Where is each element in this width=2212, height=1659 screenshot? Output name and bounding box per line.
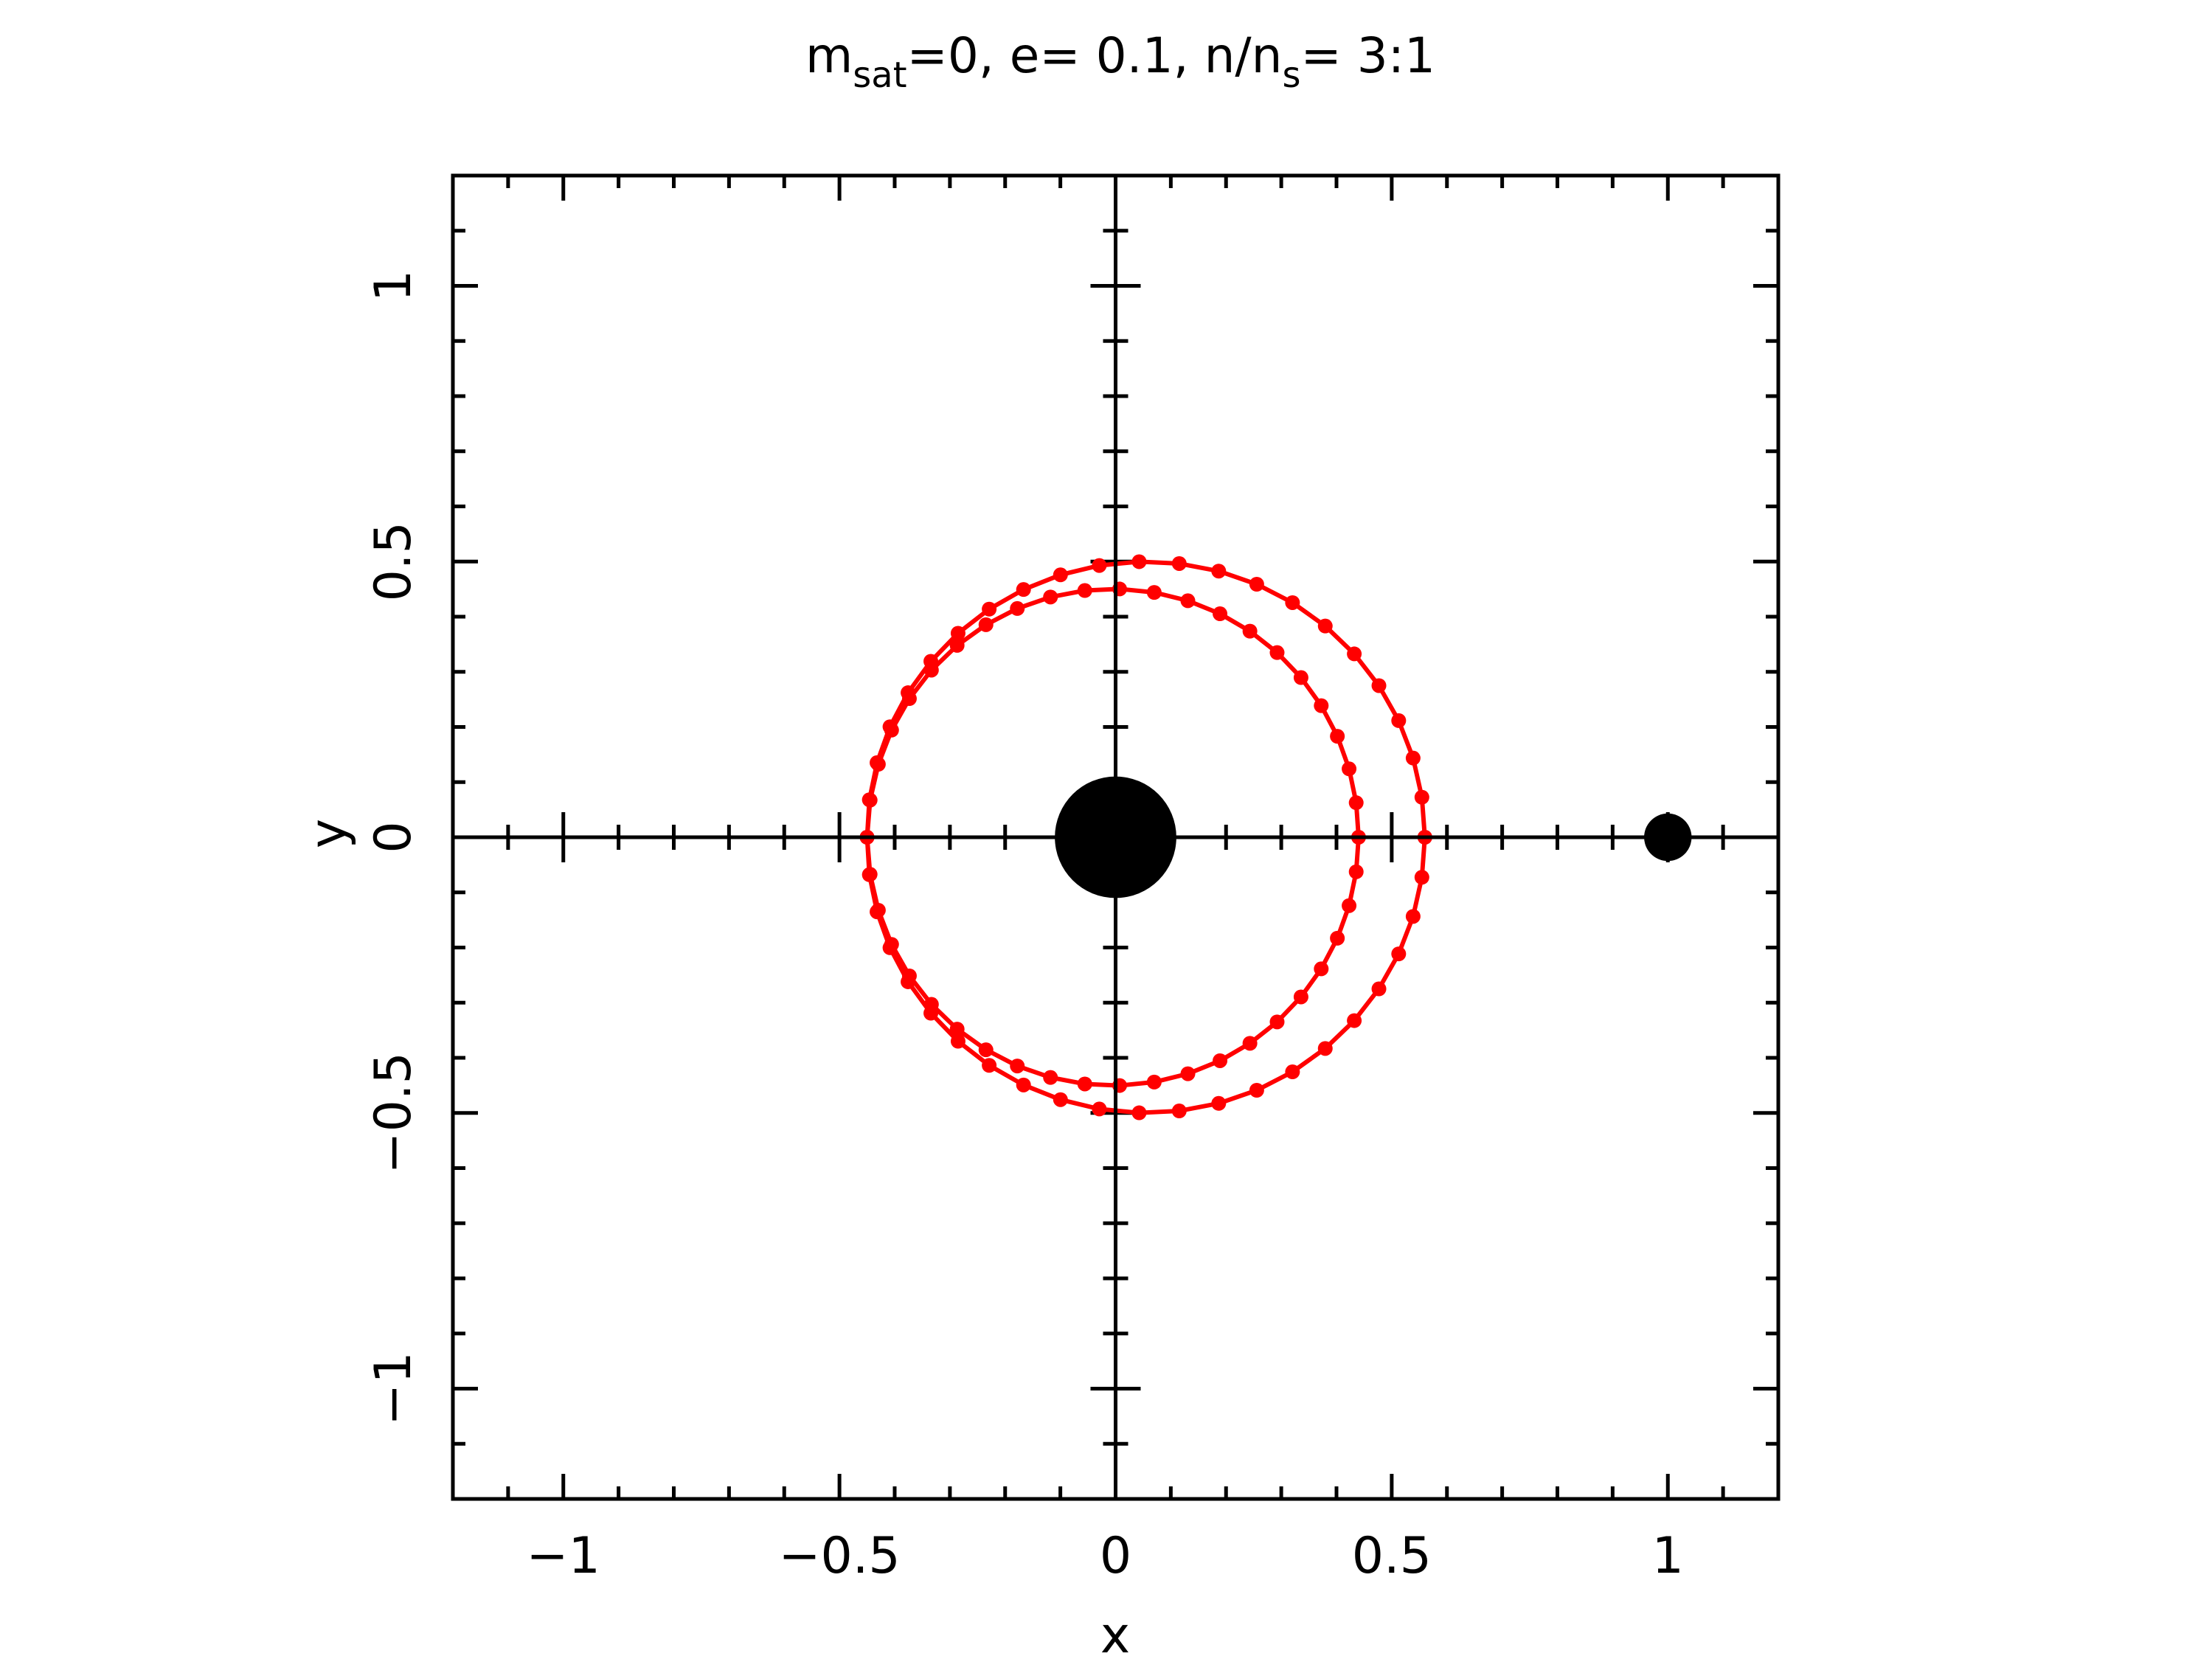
- orbit-point: [923, 1005, 939, 1021]
- orbit-point: [1010, 1059, 1025, 1074]
- orbit-point: [870, 904, 885, 920]
- orbit-point: [949, 1022, 965, 1037]
- orbit-point: [1043, 589, 1058, 605]
- orbit-point: [1317, 618, 1333, 634]
- orbit-point: [1249, 1082, 1264, 1098]
- orbit-point: [1053, 567, 1068, 583]
- orbit-point: [1371, 981, 1387, 997]
- orbit-point: [1213, 1053, 1228, 1068]
- orbit-point: [1293, 989, 1308, 1005]
- orbit-point: [978, 1042, 994, 1058]
- labels-layer: −1 −0.5 0 0.5 1 −1 −0.5 0 0.5 1: [364, 270, 1684, 1585]
- orbit-point: [923, 662, 939, 678]
- orbit-point: [1213, 606, 1228, 622]
- axes-layer: [451, 173, 1781, 1501]
- y-tick-label: 0.5: [364, 522, 423, 601]
- orbit-point: [1371, 678, 1387, 693]
- orbit-point: [1317, 1041, 1333, 1056]
- orbit-point: [950, 626, 965, 641]
- y-tick-label: −0.5: [364, 1052, 423, 1174]
- title-part3: = 3:1: [1301, 27, 1436, 84]
- orbit-point: [1348, 864, 1364, 879]
- orbit-point: [1016, 582, 1031, 598]
- orbit-point: [1146, 1074, 1162, 1090]
- orbit-point: [1414, 870, 1429, 885]
- orbit-point: [1391, 713, 1407, 728]
- orbit-point: [1077, 583, 1092, 598]
- orbit-point: [1330, 729, 1345, 744]
- orbit-point: [1314, 961, 1329, 977]
- orbit-layer: [859, 554, 1432, 1121]
- orbit-point: [1180, 593, 1196, 609]
- orbit-point: [1269, 645, 1285, 660]
- orbit-point: [1131, 1105, 1147, 1121]
- orbit-point: [1180, 1066, 1196, 1081]
- orbit-point: [1347, 1013, 1362, 1028]
- orbit-point: [1293, 670, 1308, 685]
- orbit-point: [1342, 761, 1357, 777]
- orbit-point: [1077, 1076, 1092, 1092]
- x-tick-label: −1: [527, 1527, 600, 1585]
- orbit-point: [901, 974, 916, 989]
- orbit-point: [1314, 698, 1329, 713]
- y-tick-label: 0: [364, 821, 423, 853]
- x-axis-label: x: [1100, 1607, 1130, 1659]
- title-part2: =0, e= 0.1, n/n: [907, 27, 1283, 84]
- orbit-point: [1016, 1077, 1031, 1092]
- orbit-point: [982, 1058, 997, 1073]
- x-tick-label: 0: [1100, 1527, 1131, 1585]
- title-m: m: [805, 27, 853, 84]
- x-tick-label: −0.5: [779, 1527, 901, 1585]
- orbit-point: [1242, 1036, 1258, 1051]
- x-tick-label: 0.5: [1352, 1527, 1432, 1585]
- orbit-point: [870, 757, 886, 772]
- orbit-point: [1342, 898, 1357, 913]
- orbit-point: [1010, 600, 1025, 616]
- orbit-point: [884, 722, 899, 738]
- x-tick-label: 1: [1652, 1527, 1684, 1585]
- orbit-point: [1092, 1101, 1107, 1117]
- orbit-point: [1414, 789, 1429, 805]
- orbit-point: [1043, 1070, 1058, 1085]
- orbit-point: [1249, 577, 1264, 592]
- orbit-point: [1391, 946, 1407, 962]
- orbit-point: [1146, 585, 1162, 600]
- title-m-subscript: sat: [853, 55, 906, 96]
- orbit-point: [1348, 795, 1364, 811]
- chart-title: msat=0, e= 0.1, n/ns= 3:1: [805, 27, 1435, 96]
- orbit-point: [1171, 1104, 1187, 1119]
- orbit-point: [1092, 558, 1107, 573]
- orbit-point: [982, 601, 997, 617]
- orbit-point: [1285, 1064, 1300, 1080]
- y-tick-label: 1: [364, 270, 423, 302]
- orbit-point: [861, 867, 877, 882]
- orbit-point: [978, 617, 994, 632]
- orbit-point: [950, 1033, 965, 1049]
- orbit-point: [1405, 750, 1421, 766]
- orbit-point: [949, 637, 965, 653]
- orbit-point: [1347, 646, 1362, 662]
- orbit-point: [1405, 909, 1421, 924]
- y-axis-label: y: [299, 819, 358, 848]
- orbit-point: [882, 940, 898, 955]
- orbit-point: [1269, 1014, 1285, 1030]
- y-tick-label: −1: [364, 1351, 423, 1425]
- orbit-point: [1242, 623, 1258, 639]
- orbit-point: [1211, 564, 1227, 579]
- orbit-point: [1211, 1095, 1227, 1111]
- title-n-subscript: s: [1283, 55, 1301, 96]
- orbit-point: [1053, 1092, 1068, 1107]
- orbit-point: [901, 691, 917, 707]
- orbit-point: [1171, 555, 1187, 571]
- orbit-point: [862, 792, 878, 808]
- orbit-point: [1330, 930, 1345, 946]
- orbit-point: [1285, 595, 1300, 610]
- orbit-point: [1131, 554, 1147, 569]
